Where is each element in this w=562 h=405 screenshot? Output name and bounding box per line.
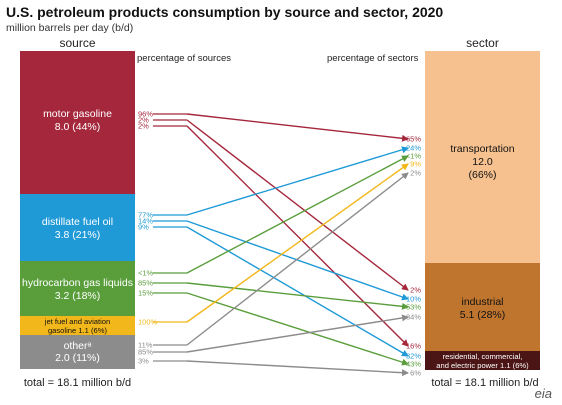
sector-pct-motor-to-industrial: 2% (410, 286, 421, 295)
flow-line-hgl-to-industrial (186, 282, 409, 310)
source-pct-other-to-industrial: 85% (138, 348, 153, 357)
sector-block-transportation: transportation 12.0 (66%) (425, 51, 540, 263)
source-pct-hgl-to-residential: 15% (138, 289, 153, 298)
source-name-distillate-fuel-oil: distillate fuel oil (41, 216, 114, 228)
source-pct-distillate-to-industrial: 14% (138, 217, 153, 226)
source-name-hydrocarbon-gas-liquids: hydrocarbon gas liquids (22, 277, 133, 289)
sector-pct-jet-to-transport: 9% (410, 160, 421, 169)
source-block-motor-gasoline: motor gasoline 8.0 (44%) (20, 51, 135, 194)
source-name-motor-gasoline: motor gasoline (43, 108, 112, 120)
eia-logo: eia (534, 386, 552, 401)
sector-pct-distillate-to-residential: 32% (406, 352, 421, 361)
source-pct-distillate-to-transport: 77% (138, 211, 153, 220)
sector-pct-distillate-to-industrial: 10% (406, 295, 421, 304)
source-pct-hgl-to-industrial: 85% (138, 279, 153, 288)
source-pct-motor-to-residential: 2% (138, 122, 149, 131)
flow-line-distillate-to-industrial (186, 220, 409, 301)
flow-line-jet-to-transport (186, 163, 409, 323)
source-pct-jet-to-transport: 100% (138, 318, 158, 327)
flow-line-motor-to-industrial (186, 119, 409, 291)
flow-line-other-to-industrial (186, 314, 409, 353)
sector-pct-other-to-residential: 6% (410, 369, 421, 378)
source-column-header: source (59, 36, 96, 50)
source-name-other: otherᵃ (63, 340, 92, 352)
sector-pct-hgl-to-transport: <1% (406, 152, 422, 161)
chart-subtitle: million barrels per day (b/d) (6, 22, 134, 34)
sector-name-residential: residential, commercial, (442, 352, 523, 361)
source-name-jet-fuel: jet fuel and aviation (44, 317, 111, 326)
sector-block-industrial: industrial 5.1 (28%) (425, 263, 540, 351)
source-value-motor-gasoline: 8.0 (44%) (54, 121, 101, 133)
sector-pct-other-to-industrial: 34% (406, 313, 421, 322)
source-value-jet-fuel: gasoline 1.1 (6%) (47, 326, 108, 335)
source-block-hydrocarbon-gas-liquids: hydrocarbon gas liquids 3.2 (18%) (20, 261, 135, 316)
source-value-distillate-fuel-oil: 3.8 (21%) (54, 229, 101, 241)
flow-line-hgl-to-residential (186, 292, 409, 366)
sector-pct-distillate-to-transport: 24% (406, 144, 421, 153)
sector-value-industrial: 5.1 (28%) (459, 309, 506, 321)
sector-column-header: sector (466, 36, 499, 50)
source-pct-hgl-to-transport: <1% (138, 269, 154, 278)
flow-line-motor-to-residential (186, 125, 409, 347)
sector-value-residential: and electric power 1.1 (6%) (436, 361, 529, 370)
source-block-jet-fuel: jet fuel and aviation gasoline 1.1 (6%) (20, 316, 135, 335)
source-pct-motor-to-transport: 96% (138, 110, 153, 119)
source-block-distillate-fuel-oil: distillate fuel oil 3.8 (21%) (20, 194, 135, 261)
sector-pct-hgl-to-residential: 43% (406, 360, 421, 369)
source-pct-motor-to-industrial: 2% (138, 116, 149, 125)
chart-title: U.S. petroleum products consumption by s… (6, 4, 444, 20)
total-sources: total = 18.1 million b/d (23, 377, 132, 389)
source-pct-other-to-residential: 3% (138, 357, 149, 366)
source-block-other: otherᵃ 2.0 (11%) (20, 335, 135, 369)
flow-line-motor-to-transport (186, 113, 409, 142)
flow-line-distillate-to-residential (186, 226, 409, 357)
sector-pct-hgl-to-industrial: 53% (406, 303, 421, 312)
sector-pct-motor-to-transport: 65% (406, 135, 421, 144)
sector-pct-transportation: (66%) (468, 169, 497, 181)
source-value-hydrocarbon-gas-liquids: 3.2 (18%) (54, 290, 101, 302)
sector-block-residential-commercial-electric: residential, commercial, and electric po… (425, 351, 540, 370)
flow-line-hgl-to-transport (186, 155, 409, 274)
flow-line-distillate-to-transport (186, 146, 409, 216)
source-pct-other-to-transport: 11% (138, 341, 153, 350)
percentage-of-sectors-label: percentage of sectors (327, 53, 419, 64)
sector-pct-other-to-transport: 2% (410, 169, 421, 178)
sector-pct-motor-to-residential: 16% (406, 342, 421, 351)
sector-value-transportation: 12.0 (472, 156, 493, 168)
flow-line-other-to-residential (186, 360, 409, 377)
total-sectors: total = 18.1 million b/d (431, 377, 539, 389)
source-value-other: 2.0 (11%) (55, 352, 100, 364)
sector-name-transportation: transportation (450, 143, 515, 155)
flow-line-other-to-transport (186, 172, 409, 346)
sector-name-industrial: industrial (461, 296, 504, 308)
percentage-of-sources-label: percentage of sources (137, 53, 232, 64)
source-pct-distillate-to-residential: 9% (138, 223, 149, 232)
